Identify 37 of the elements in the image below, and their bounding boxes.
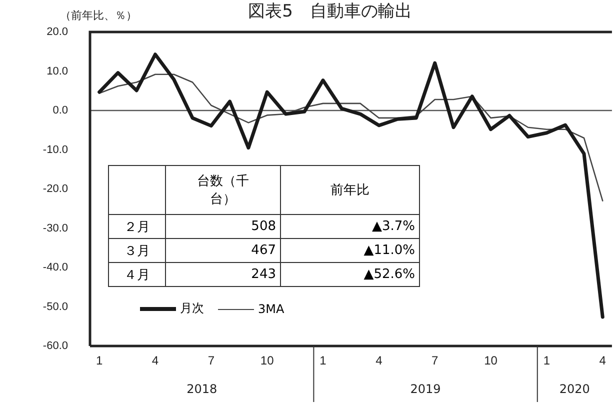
y-tick-label: -20.0 (42, 183, 68, 196)
annotation: ３月 (108, 238, 166, 262)
x-tick-label: 7 (432, 354, 439, 368)
y-tick-label: -40.0 (42, 262, 68, 274)
annotation: ４月 (108, 262, 166, 286)
y-tick-label: 10.0 (46, 65, 68, 78)
x-tick-label: 1 (543, 354, 550, 368)
annotation: ▲11.0% (280, 238, 420, 262)
annotation: ▲3.7% (280, 214, 420, 238)
y-tick-label: -30.0 (42, 222, 68, 234)
annotation: 前年比 (329, 182, 370, 199)
x-tick-label: 10 (484, 354, 498, 368)
y-tick-label: -60.0 (42, 340, 68, 352)
annotation: 467 (166, 238, 280, 262)
x-tick-label: 7 (208, 354, 215, 368)
x-tick-label: 10 (260, 354, 274, 368)
annotation: ▲52.6% (280, 262, 420, 286)
x-tick-label: 4 (599, 354, 606, 368)
chart-title: 図表5 自動車の輸出 (248, 1, 412, 22)
y-tick-label: -50.0 (42, 300, 68, 313)
annotation: 台数（千台） (196, 173, 250, 208)
legend-label: 3MA (257, 302, 284, 316)
x-tick-label: 1 (320, 354, 327, 368)
y-tick-label: -10.0 (42, 144, 68, 156)
annotation: ２月 (108, 214, 166, 238)
x-tick-label: 4 (152, 354, 159, 368)
legend-label: 月次 (179, 300, 204, 317)
text: 2018 (186, 382, 218, 396)
text: 2020 (559, 382, 590, 396)
annotation: 243 (166, 262, 280, 286)
y-tick-label: 20.0 (46, 26, 68, 38)
text: 2019 (410, 382, 441, 396)
x-tick-label: 1 (96, 354, 103, 368)
y-axis-title: （前年比、％） (60, 8, 137, 22)
y-tick-label: 0.0 (52, 104, 68, 117)
x-tick-label: 4 (376, 354, 383, 368)
annotation: 508 (166, 214, 280, 238)
